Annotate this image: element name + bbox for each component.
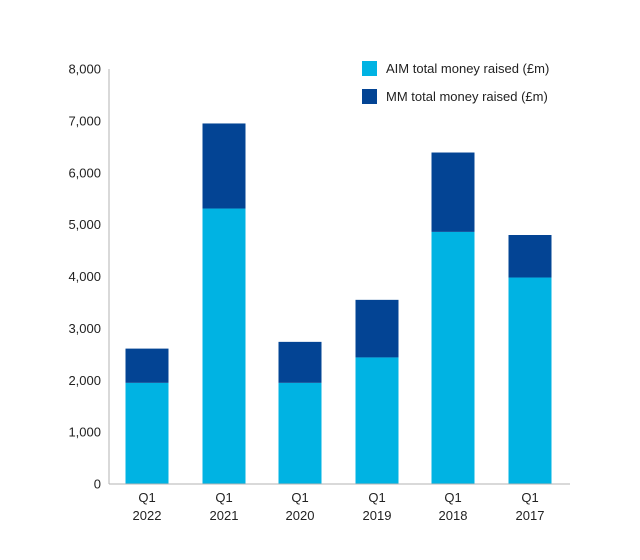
y-tick-label: 3,000	[68, 321, 101, 336]
legend-swatch-mm	[362, 89, 377, 104]
y-tick-label: 2,000	[68, 373, 101, 388]
x-tick-label-year: 2019	[363, 508, 392, 523]
x-axis: Q1 2022 Q1 2021 Q1 2020 Q1 2019 Q1 2018 Q1 2017	[109, 483, 570, 523]
x-tick-label-quarter: Q1	[444, 490, 461, 505]
bar-segment-aim	[431, 231, 475, 484]
x-tick-label-quarter: Q1	[215, 490, 232, 505]
x-tick-label-quarter: Q1	[138, 490, 155, 505]
y-axis: 0 1,000 2,000 3,000 4,000 5,000 6,000 7,000 8,00…	[68, 62, 110, 492]
bar-segment-mm	[125, 348, 169, 383]
bar-segment-mm	[508, 235, 552, 278]
y-tick-label: 6,000	[68, 165, 101, 180]
y-tick-label: 5,000	[68, 217, 101, 232]
y-tick-label: 8,000	[68, 62, 101, 77]
x-tick-label-quarter: Q1	[368, 490, 385, 505]
bar-segment-aim	[125, 382, 169, 484]
x-tick-label-year: 2022	[133, 508, 162, 523]
bar-segment-aim	[278, 382, 322, 484]
x-tick-label-year: 2017	[516, 508, 545, 523]
bars	[125, 123, 552, 484]
x-tick-label-quarter: Q1	[521, 490, 538, 505]
y-tick-label: 0	[94, 477, 101, 492]
x-tick-label-year: 2018	[439, 508, 468, 523]
bar-segment-mm	[431, 152, 475, 232]
y-tick-label: 4,000	[68, 269, 101, 284]
x-tick-label-year: 2020	[286, 508, 315, 523]
bar-segment-aim	[202, 208, 246, 484]
legend-label-mm: MM total money raised (£m)	[386, 89, 548, 104]
bar-segment-aim	[508, 277, 552, 484]
x-tick-label-year: 2021	[210, 508, 239, 523]
y-tick-label: 1,000	[68, 425, 101, 440]
bar-segment-mm	[278, 341, 322, 383]
bar-segment-aim	[355, 357, 399, 484]
bar-segment-mm	[202, 123, 246, 209]
legend-label-aim: AIM total money raised (£m)	[386, 61, 549, 76]
x-tick-label-quarter: Q1	[291, 490, 308, 505]
legend: AIM total money raised (£m) MM total mon…	[362, 61, 549, 104]
bar-segment-mm	[355, 299, 399, 358]
y-tick-label: 7,000	[68, 113, 101, 128]
legend-swatch-aim	[362, 61, 377, 76]
